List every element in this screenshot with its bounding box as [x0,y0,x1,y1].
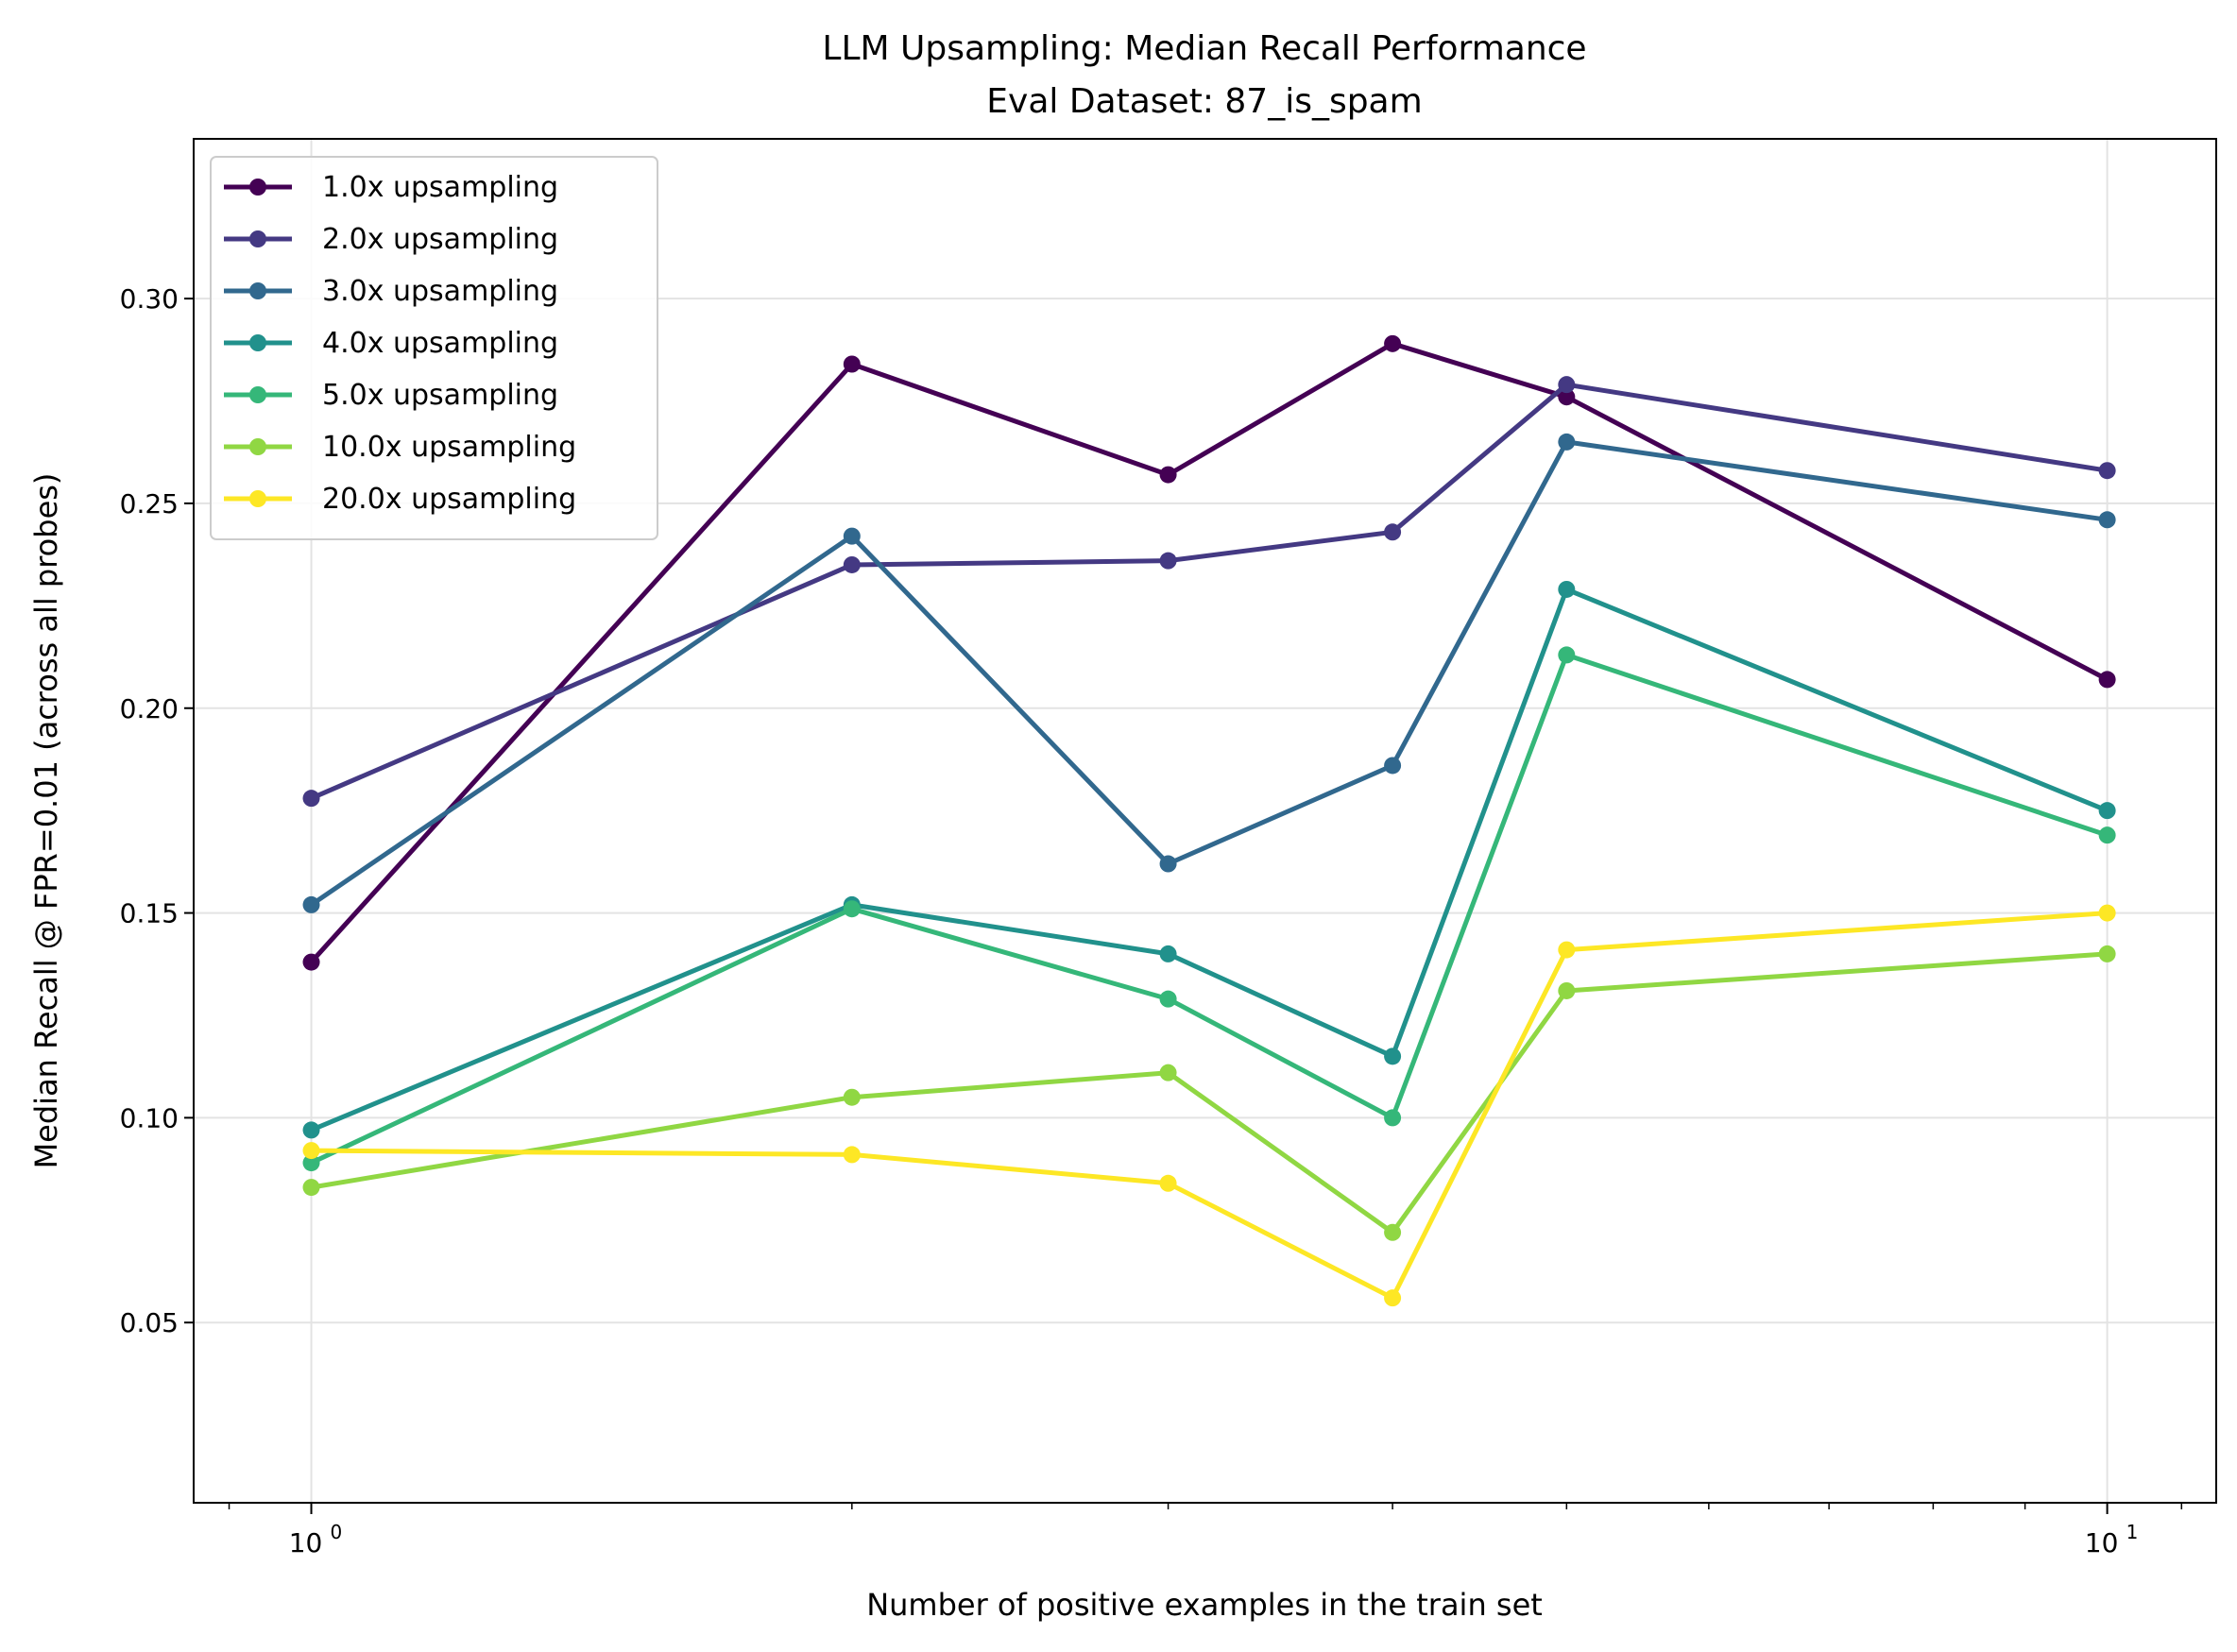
x-tick-label: 10 [289,1527,323,1558]
data-point [2098,802,2116,820]
series-line [310,382,2108,801]
legend-label: 2.0x upsampling [322,223,558,256]
data-point [2098,945,2116,962]
data-point [1384,1047,1402,1065]
data-point [843,527,861,545]
data-point [1558,646,1576,664]
data-point [1558,981,1576,999]
data-point [1384,1223,1402,1241]
data-point [1384,523,1402,541]
data-point [843,355,861,373]
legend-marker [249,334,266,351]
y-tick-label: 0.30 [120,283,179,315]
legend-marker [249,386,266,403]
data-point [1159,990,1177,1008]
series-1 [302,334,2116,971]
series-2 [302,376,2116,808]
data-point [1384,1289,1402,1307]
y-tick-label: 0.05 [120,1307,179,1338]
legend-label: 20.0x upsampling [322,483,576,516]
data-point [2098,671,2116,689]
data-point [1159,552,1177,570]
legend-label: 1.0x upsampling [322,171,558,204]
x-tick-label: 10 [2085,1527,2119,1558]
legend-item: 10.0x upsampling [224,431,576,464]
legend-item: 5.0x upsampling [224,379,558,412]
x-tick-label-exponent: 0 [331,1521,343,1543]
data-point [1159,855,1177,873]
series-line [309,341,2109,964]
data-point [1159,1174,1177,1192]
plot-frame [193,138,2217,1504]
chart-subtitle: Eval Dataset: 87_is_spam [986,82,1422,121]
series-line [311,951,2108,1235]
data-point [1384,334,1402,352]
y-tick-label: 0.20 [120,693,179,724]
data-point [843,1088,861,1106]
legend-marker [249,179,266,196]
data-point [1558,941,1576,959]
series-6 [302,945,2116,1241]
series-line [310,439,2108,907]
legend-box [210,156,658,540]
legend-item: 4.0x upsampling [224,327,558,360]
legend-item: 3.0x upsampling [224,275,558,308]
data-point [1384,1109,1402,1127]
data-point [1558,388,1576,406]
y-tick-label: 0.15 [120,898,179,929]
data-point [302,790,320,808]
plot-lines [302,334,2116,1307]
x-axis-ticks: 10 0 10 1 [228,1503,2183,1558]
series-5 [302,646,2116,1172]
data-point [1558,433,1576,451]
y-tick-label: 0.25 [120,488,179,519]
legend-item: 1.0x upsampling [224,171,558,204]
data-point [1558,580,1576,598]
data-point [1558,376,1576,394]
series-7 [302,904,2116,1307]
data-point [2098,904,2116,922]
data-point [2098,511,2116,529]
data-point [1159,945,1177,962]
series-line [311,911,2108,1301]
legend-label: 10.0x upsampling [322,431,576,464]
data-point [302,1121,320,1139]
legend-marker [249,438,266,455]
data-point [302,953,320,971]
data-point [2098,462,2116,480]
legend: 1.0x upsampling 2.0x upsampling 3.0x upsam… [210,156,658,540]
data-point [843,900,861,918]
legend-marker [249,490,266,507]
legend-item: 2.0x upsampling [224,223,558,256]
data-point [843,555,861,573]
data-point [1159,1064,1177,1081]
y-tick-label: 0.10 [120,1102,179,1133]
data-point [1384,757,1402,775]
data-point [1159,466,1177,484]
data-point [302,1142,320,1160]
data-point [302,895,320,913]
series-line [310,652,2109,1166]
x-axis-label: Number of positive examples in the train… [866,1587,1543,1623]
series-line [310,587,2109,1133]
legend-marker [249,230,266,247]
legend-label: 3.0x upsampling [322,275,558,308]
y-axis-ticks: 0.05 0.10 0.15 0.20 0.25 0.30 [120,283,194,1338]
data-point [302,1154,320,1172]
data-point [2098,826,2116,844]
data-point [302,1179,320,1197]
legend-label: 4.0x upsampling [322,327,558,360]
data-point [843,1146,861,1164]
series-3 [302,433,2116,913]
series-4 [302,580,2116,1139]
y-axis-label: Median Recall @ FPR=0.01 (across all pro… [28,473,64,1169]
legend-marker [249,282,266,299]
x-tick-label-exponent: 1 [2126,1521,2139,1543]
legend-label: 5.0x upsampling [322,379,558,412]
chart-title: LLM Upsampling: Median Recall Performanc… [822,29,1586,68]
legend-item: 20.0x upsampling [224,483,576,516]
